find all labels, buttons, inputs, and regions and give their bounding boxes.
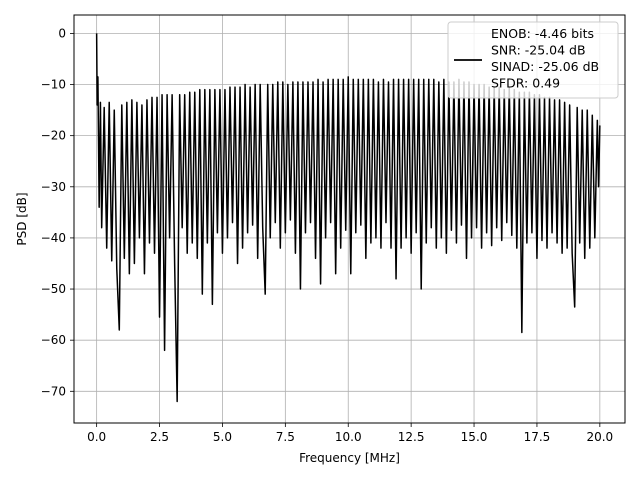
legend-box: [447, 21, 619, 99]
x-tick-label: 0.0: [87, 430, 106, 444]
y-axis-label: PSD [dB]: [15, 192, 29, 245]
y-tick-label: −20: [41, 129, 66, 143]
x-tick-label: 7.5: [276, 430, 295, 444]
y-axis-ticks: 0 −10 −20 −30 −40 −50 −60 −70: [41, 26, 74, 398]
legend-label: ENOB: -4.46 bits SNR: -25.04 dB SINAD: -25…: [491, 26, 599, 91]
x-axis-ticks: 0.0 2.5 5.0 7.5 10.0 12.5 15.0 17.5 20.0: [87, 423, 613, 444]
y-tick-label: −30: [41, 180, 66, 194]
y-tick-label: −50: [41, 282, 66, 296]
x-tick-label: 12.5: [398, 430, 425, 444]
y-tick-label: −60: [41, 333, 66, 347]
psd-series-line: [95, 33, 601, 403]
x-tick-label: 20.0: [586, 430, 613, 444]
y-tick-label: −10: [41, 78, 66, 92]
x-axis-label: Frequency [MHz]: [299, 451, 400, 465]
x-tick-label: 17.5: [524, 430, 551, 444]
x-tick-label: 5.0: [213, 430, 232, 444]
legend: ENOB: -4.46 bits SNR: -25.04 dB SINAD: -25…: [447, 21, 619, 99]
y-tick-label: 0: [58, 26, 66, 40]
y-tick-label: −70: [41, 384, 66, 398]
x-tick-label: 15.0: [461, 430, 488, 444]
series-group: [95, 33, 601, 403]
x-tick-label: 10.0: [335, 430, 362, 444]
y-tick-label: −40: [41, 231, 66, 245]
plot-area-frame: [73, 14, 626, 424]
x-tick-label: 2.5: [150, 430, 169, 444]
